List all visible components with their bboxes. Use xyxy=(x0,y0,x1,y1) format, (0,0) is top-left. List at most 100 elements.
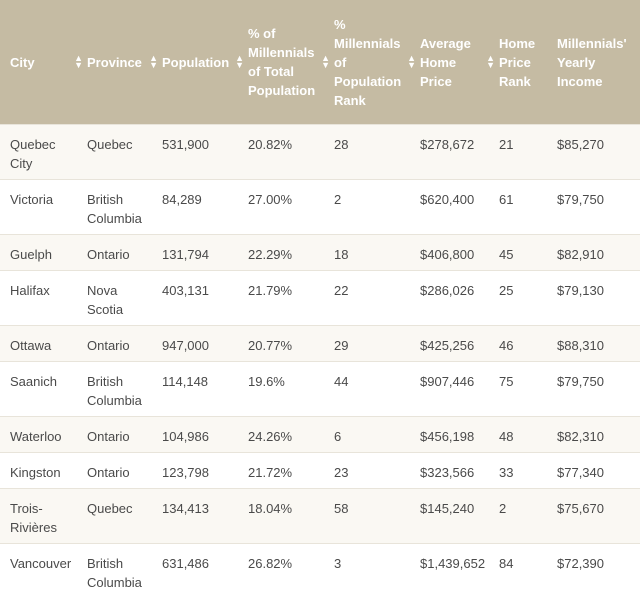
sort-arrows-icon[interactable]: ▲▼ xyxy=(486,55,495,69)
cell-yearly-income: $79,750 xyxy=(557,180,640,235)
column-header-millennials-rank[interactable]: % Millennials of Population Rank ▲▼ xyxy=(334,0,420,125)
cell-average-home-price: $323,566 xyxy=(420,453,499,489)
column-header-label: % of Millennials of Total Population xyxy=(248,24,328,100)
cell-population: 134,413 xyxy=(162,489,248,544)
cell-millennials-percent: 21.72% xyxy=(248,453,334,489)
cell-province: Nova Scotia xyxy=(87,271,162,326)
cell-city: Vancouver xyxy=(0,544,87,598)
sort-arrows-icon[interactable]: ▲▼ xyxy=(149,55,158,69)
cell-millennials-rank: 28 xyxy=(334,125,420,180)
cell-millennials-percent: 22.29% xyxy=(248,235,334,271)
column-header-label: Millennials' Yearly Income xyxy=(557,34,640,91)
column-header-label: Population xyxy=(162,53,242,72)
cell-city: Quebec City xyxy=(0,125,87,180)
cell-average-home-price: $406,800 xyxy=(420,235,499,271)
cell-home-price-rank: 21 xyxy=(499,125,557,180)
cell-average-home-price: $278,672 xyxy=(420,125,499,180)
cell-yearly-income: $88,310 xyxy=(557,326,640,362)
cell-population: 84,289 xyxy=(162,180,248,235)
cell-population: 114,148 xyxy=(162,362,248,417)
cell-millennials-rank: 23 xyxy=(334,453,420,489)
column-header-population[interactable]: Population ▲▼ xyxy=(162,0,248,125)
cell-city: Waterloo xyxy=(0,417,87,453)
column-header-yearly-income[interactable]: Millennials' Yearly Income xyxy=(557,0,640,125)
cell-home-price-rank: 75 xyxy=(499,362,557,417)
cell-province: British Columbia xyxy=(87,362,162,417)
cell-yearly-income: $82,310 xyxy=(557,417,640,453)
sort-arrows-icon[interactable]: ▲▼ xyxy=(235,55,244,69)
cell-average-home-price: $907,446 xyxy=(420,362,499,417)
cell-yearly-income: $79,750 xyxy=(557,362,640,417)
cell-average-home-price: $425,256 xyxy=(420,326,499,362)
cell-yearly-income: $82,910 xyxy=(557,235,640,271)
cell-home-price-rank: 61 xyxy=(499,180,557,235)
cell-population: 104,986 xyxy=(162,417,248,453)
sort-arrows-icon[interactable]: ▲▼ xyxy=(321,55,330,69)
cell-yearly-income: $85,270 xyxy=(557,125,640,180)
cell-average-home-price: $145,240 xyxy=(420,489,499,544)
cell-city: Trois-Rivières xyxy=(0,489,87,544)
cell-province: Quebec xyxy=(87,125,162,180)
column-header-millennials-percent[interactable]: % of Millennials of Total Population ▲▼ xyxy=(248,0,334,125)
cell-city: Victoria xyxy=(0,180,87,235)
cell-average-home-price: $1,439,652 xyxy=(420,544,499,598)
column-header-label: Average Home Price xyxy=(420,34,493,91)
cell-millennials-percent: 27.00% xyxy=(248,180,334,235)
column-header-label: Home Price Rank xyxy=(499,34,551,91)
cell-millennials-rank: 3 xyxy=(334,544,420,598)
cell-population: 123,798 xyxy=(162,453,248,489)
column-header-label: Province xyxy=(87,53,156,72)
cell-millennials-rank: 2 xyxy=(334,180,420,235)
cell-province: Ontario xyxy=(87,326,162,362)
sort-arrows-icon[interactable]: ▲▼ xyxy=(407,55,416,69)
cell-millennials-rank: 44 xyxy=(334,362,420,417)
column-header-city[interactable]: City ▲▼ xyxy=(0,0,87,125)
cell-province: Ontario xyxy=(87,235,162,271)
cell-home-price-rank: 46 xyxy=(499,326,557,362)
cell-city: Guelph xyxy=(0,235,87,271)
cell-province: British Columbia xyxy=(87,544,162,598)
column-header-province[interactable]: Province ▲▼ xyxy=(87,0,162,125)
column-header-label: City xyxy=(10,53,81,72)
cell-yearly-income: $72,390 xyxy=(557,544,640,598)
cell-city: Halifax xyxy=(0,271,87,326)
cell-millennials-rank: 6 xyxy=(334,417,420,453)
column-header-home-price-rank[interactable]: Home Price Rank xyxy=(499,0,557,125)
cell-home-price-rank: 2 xyxy=(499,489,557,544)
cell-province: Ontario xyxy=(87,417,162,453)
cell-province: Ontario xyxy=(87,453,162,489)
cell-population: 403,131 xyxy=(162,271,248,326)
cell-population: 947,000 xyxy=(162,326,248,362)
cell-population: 631,486 xyxy=(162,544,248,598)
cell-yearly-income: $75,670 xyxy=(557,489,640,544)
table-header-row: City ▲▼ Province ▲▼ Population ▲▼ % of M… xyxy=(0,0,640,125)
cell-average-home-price: $456,198 xyxy=(420,417,499,453)
cell-millennials-percent: 20.77% xyxy=(248,326,334,362)
cell-home-price-rank: 48 xyxy=(499,417,557,453)
cell-millennials-percent: 19.6% xyxy=(248,362,334,417)
cell-city: Kingston xyxy=(0,453,87,489)
cell-average-home-price: $286,026 xyxy=(420,271,499,326)
cell-millennials-percent: 18.04% xyxy=(248,489,334,544)
cell-city: Ottawa xyxy=(0,326,87,362)
cell-home-price-rank: 25 xyxy=(499,271,557,326)
cell-yearly-income: $77,340 xyxy=(557,453,640,489)
cell-province: Quebec xyxy=(87,489,162,544)
column-header-average-home-price[interactable]: Average Home Price ▲▼ xyxy=(420,0,499,125)
cell-city: Saanich xyxy=(0,362,87,417)
cell-millennials-percent: 21.79% xyxy=(248,271,334,326)
cell-millennials-rank: 22 xyxy=(334,271,420,326)
sort-arrows-icon[interactable]: ▲▼ xyxy=(74,55,83,69)
cell-population: 131,794 xyxy=(162,235,248,271)
cell-home-price-rank: 84 xyxy=(499,544,557,598)
column-header-label: % Millennials of Population Rank xyxy=(334,15,414,110)
cell-millennials-percent: 26.82% xyxy=(248,544,334,598)
